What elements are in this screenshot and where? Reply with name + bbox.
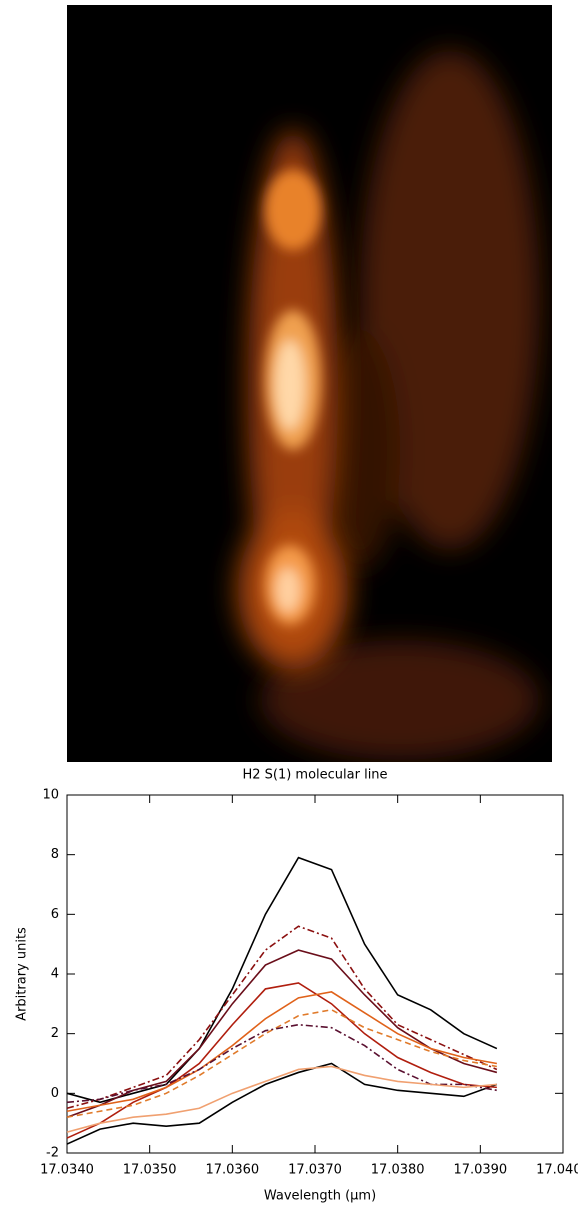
x-tick-label: 17.0340 bbox=[40, 1163, 94, 1178]
x-tick-label: 17.0350 bbox=[123, 1163, 177, 1178]
y-tick-label: 8 bbox=[51, 847, 59, 862]
line bbox=[66, 949, 498, 1118]
x-tick-label: 17.0360 bbox=[205, 1163, 259, 1178]
y-tick-label: 10 bbox=[42, 788, 59, 803]
y-tick-label: 2 bbox=[51, 1026, 59, 1041]
y-axis-label: Arbitrary units bbox=[15, 927, 30, 1021]
y-tick-label: 0 bbox=[51, 1086, 59, 1101]
x-tick-label: 17.0380 bbox=[371, 1163, 425, 1178]
y-tick-label: -2 bbox=[46, 1146, 59, 1161]
line bbox=[66, 991, 498, 1113]
line bbox=[66, 1062, 498, 1145]
line bbox=[66, 1023, 498, 1104]
line bbox=[66, 982, 497, 1139]
x-tick-label: 17.0370 bbox=[288, 1163, 342, 1178]
chart-title: H2 S(1) molecular line bbox=[242, 768, 387, 783]
y-tick-label: 6 bbox=[51, 907, 59, 922]
line bbox=[66, 925, 498, 1110]
x-tick-label: 17.0400 bbox=[536, 1163, 578, 1178]
line bbox=[66, 1008, 498, 1118]
x-axis-label: Wavelength (μm) bbox=[264, 1189, 376, 1204]
line bbox=[66, 856, 498, 1104]
line bbox=[66, 1065, 497, 1133]
x-tick-label: 17.0390 bbox=[453, 1163, 507, 1178]
y-tick-label: 4 bbox=[51, 967, 59, 982]
emission-map bbox=[67, 5, 552, 762]
